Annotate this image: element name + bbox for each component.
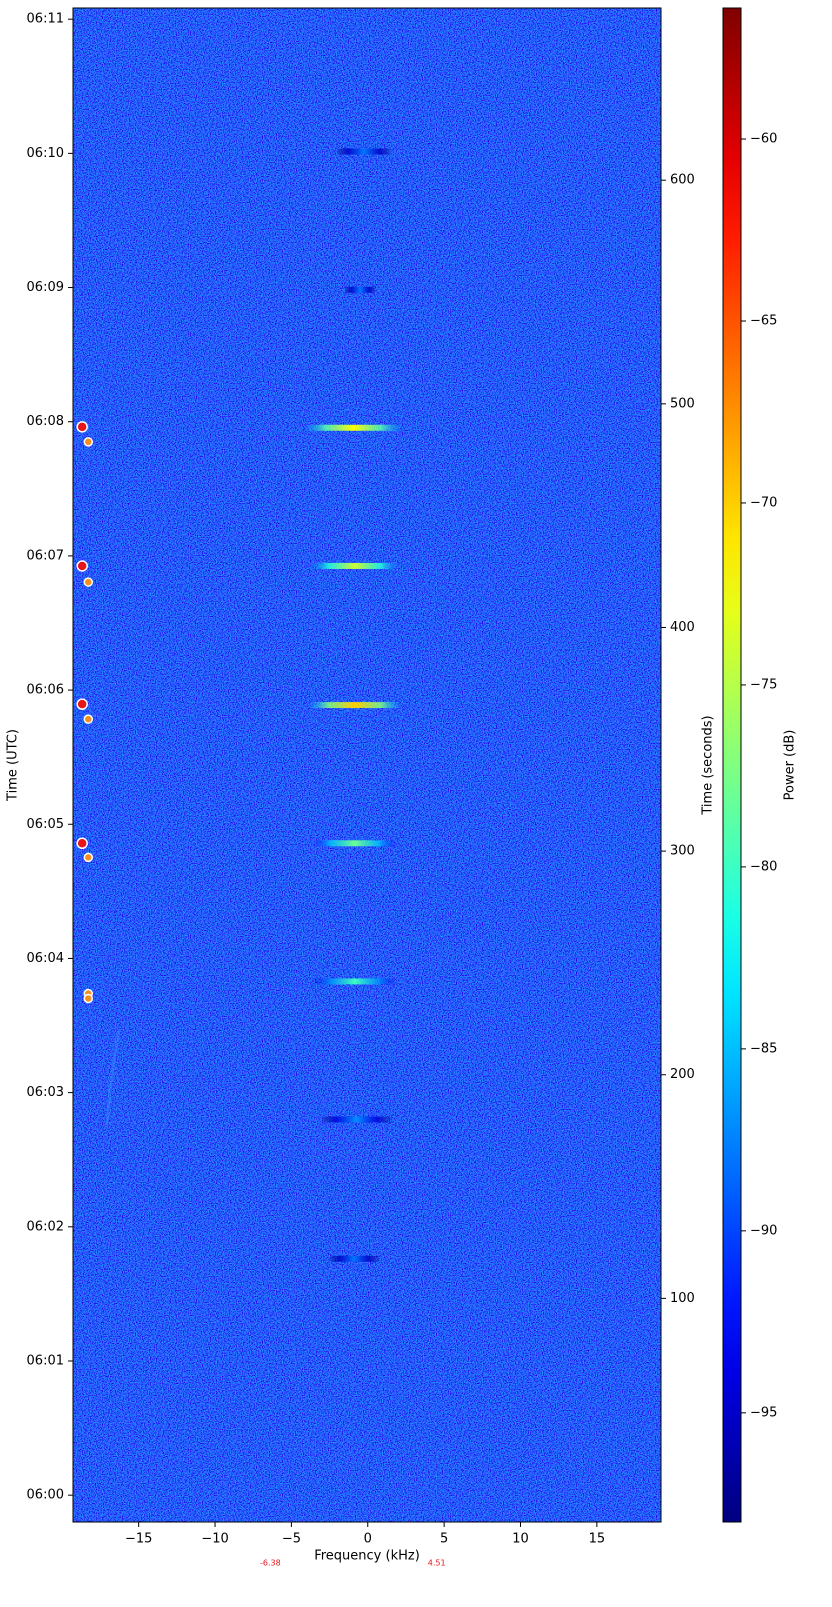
y-tick-label: 06:09 bbox=[27, 280, 64, 295]
y2-axis-label: Time (seconds) bbox=[701, 715, 716, 815]
faint-trace bbox=[105, 1029, 121, 1126]
colorbar-tick-label: −70 bbox=[750, 495, 777, 510]
y-tick-label: 06:11 bbox=[27, 12, 64, 27]
signal bbox=[306, 424, 400, 431]
signal bbox=[344, 286, 376, 293]
marker bbox=[76, 698, 88, 710]
y-axis-label: Time (UTC) bbox=[6, 729, 21, 802]
colorbar-tick-label: −95 bbox=[750, 1405, 777, 1420]
y2-tick-label: 400 bbox=[670, 620, 695, 635]
x-tick-label: −5 bbox=[282, 1532, 301, 1547]
x-tick-label: −15 bbox=[125, 1532, 152, 1547]
x-tick-label: 15 bbox=[589, 1532, 606, 1547]
marker bbox=[76, 560, 88, 572]
annotation: -6.38 bbox=[260, 1559, 281, 1568]
x-tick-label: 10 bbox=[512, 1532, 529, 1547]
y-tick-label: 06:01 bbox=[27, 1353, 64, 1368]
colorbar-tick-label: −90 bbox=[750, 1223, 777, 1238]
marker bbox=[76, 421, 88, 433]
y2-tick-label: 200 bbox=[670, 1067, 695, 1082]
colorbar-tick-label: −60 bbox=[750, 132, 777, 147]
x-tick-label: 0 bbox=[364, 1532, 372, 1547]
colorbar-label: Power (dB) bbox=[783, 730, 798, 801]
marker bbox=[83, 577, 94, 587]
y2-tick-label: 500 bbox=[670, 396, 695, 411]
x-tick-label: 5 bbox=[440, 1532, 448, 1547]
x-axis-label: Frequency (kHz) bbox=[314, 1549, 420, 1564]
y-tick-label: 06:05 bbox=[27, 817, 64, 832]
colorbar-tick-label: −80 bbox=[750, 859, 777, 874]
y-tick-label: 06:03 bbox=[27, 1085, 64, 1100]
y-tick-label: 06:10 bbox=[27, 146, 64, 161]
y2-tick-label: 600 bbox=[670, 173, 695, 188]
signal bbox=[314, 978, 396, 985]
plot-frame bbox=[72, 7, 662, 1523]
annotation: 4.51 bbox=[428, 1559, 446, 1568]
marker bbox=[83, 993, 94, 1004]
colorbar-tick-label: −75 bbox=[750, 677, 777, 692]
x-tick-label: −10 bbox=[201, 1532, 228, 1547]
y-tick-label: 06:02 bbox=[27, 1219, 64, 1234]
y-tick-label: 06:00 bbox=[27, 1488, 64, 1503]
spectrogram-noise bbox=[73, 8, 661, 1522]
colorbar-tick-label: −65 bbox=[750, 313, 777, 328]
marker bbox=[83, 714, 94, 724]
signal bbox=[321, 1116, 391, 1123]
marker bbox=[83, 437, 94, 447]
signal bbox=[311, 562, 399, 569]
signal bbox=[311, 702, 399, 709]
signal bbox=[314, 840, 396, 847]
y-tick-label: 06:04 bbox=[27, 951, 64, 966]
colorbar bbox=[722, 7, 742, 1523]
y-tick-label: 06:07 bbox=[27, 548, 64, 563]
y-tick-label: 06:08 bbox=[27, 414, 64, 429]
marker bbox=[76, 837, 88, 850]
marker bbox=[83, 852, 94, 863]
y-tick-label: 06:06 bbox=[27, 683, 64, 698]
colorbar-tick-label: −85 bbox=[750, 1041, 777, 1056]
signal bbox=[337, 148, 391, 155]
y2-tick-label: 100 bbox=[670, 1291, 695, 1306]
signal bbox=[329, 1255, 379, 1262]
y2-tick-label: 300 bbox=[670, 844, 695, 859]
